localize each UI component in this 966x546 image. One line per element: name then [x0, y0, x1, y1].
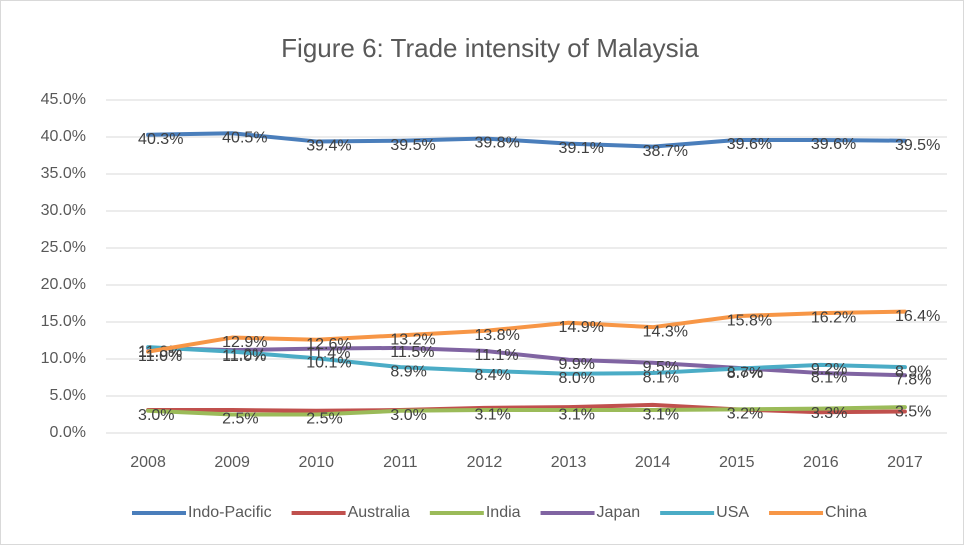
- y-tick-label: 10.0%: [41, 350, 86, 367]
- data-label: 39.5%: [895, 137, 940, 154]
- x-tick-label: 2016: [803, 454, 839, 471]
- data-label: 10.1%: [306, 354, 351, 371]
- x-tick-label: 2013: [551, 454, 587, 471]
- data-label: 9.2%: [811, 361, 847, 378]
- data-label: 3.0%: [138, 407, 174, 424]
- data-label: 8.9%: [390, 363, 426, 380]
- data-label: 9.9%: [559, 356, 595, 373]
- y-tick-label: 30.0%: [41, 202, 86, 219]
- y-tick-label: 5.0%: [50, 387, 86, 404]
- data-label: 11.5%: [390, 344, 434, 361]
- data-label: 16.4%: [895, 308, 940, 325]
- data-label: 12.6%: [306, 336, 351, 353]
- data-label: 39.1%: [559, 140, 604, 157]
- data-label: 12.9%: [222, 334, 267, 351]
- data-label: 39.5%: [390, 137, 435, 154]
- data-label: 8.1%: [811, 369, 847, 386]
- data-label: 16.2%: [811, 309, 856, 326]
- data-label: 38.7%: [643, 143, 688, 160]
- y-tick-label: 45.0%: [41, 91, 86, 108]
- data-label: 8.1%: [643, 369, 679, 386]
- data-label: 3.0%: [390, 407, 426, 424]
- y-tick-label: 0.0%: [50, 424, 86, 441]
- x-tick-label: 2012: [467, 454, 503, 471]
- x-tick-label: 2014: [635, 454, 671, 471]
- y-tick-label: 40.0%: [41, 128, 86, 145]
- series-line: [146, 405, 907, 417]
- series-line: [146, 345, 907, 378]
- data-label: 8.9%: [895, 363, 931, 380]
- series-line: [146, 131, 907, 149]
- legend-label: China: [825, 504, 867, 521]
- x-tick-label: 2011: [383, 454, 418, 471]
- data-label: 2.5%: [222, 411, 258, 428]
- data-label: 11.0%: [222, 348, 266, 365]
- data-label: 39.6%: [727, 136, 772, 153]
- data-label: 3.5%: [895, 403, 931, 420]
- data-label: 11.0%: [138, 348, 182, 365]
- data-label: 3.1%: [643, 406, 679, 423]
- y-tick-label: 35.0%: [41, 165, 86, 182]
- legend-label: Japan: [597, 504, 641, 521]
- series-line: [146, 345, 907, 376]
- data-label: 39.4%: [306, 138, 351, 155]
- data-label: 8.4%: [474, 367, 510, 384]
- data-label: 13.2%: [390, 332, 435, 349]
- data-label: 3.2%: [727, 406, 763, 423]
- y-tick-label: 20.0%: [41, 276, 86, 293]
- data-label: 2.5%: [306, 411, 342, 428]
- y-tick-label: 25.0%: [41, 239, 86, 256]
- data-label: 3.1%: [474, 406, 510, 423]
- x-tick-label: 2009: [214, 454, 250, 471]
- data-label: 3.3%: [811, 405, 847, 422]
- data-label: 8.0%: [559, 370, 595, 387]
- series-line: [146, 309, 907, 354]
- x-tick-label: 2015: [719, 454, 755, 471]
- data-label: 11.1%: [474, 347, 518, 364]
- legend-label: Indo-Pacific: [188, 504, 272, 521]
- data-label: 14.3%: [643, 323, 688, 340]
- data-label: 3.1%: [559, 406, 595, 423]
- data-label: 15.8%: [727, 312, 772, 329]
- x-tick-label: 2008: [130, 454, 166, 471]
- legend-label: USA: [716, 504, 749, 521]
- data-label: 7.8%: [895, 371, 931, 388]
- chart-title: Figure 6: Trade intensity of Malaysia: [281, 33, 699, 63]
- data-label: 8.7%: [727, 365, 763, 382]
- legend-label: India: [486, 504, 521, 521]
- data-label: 14.9%: [559, 319, 604, 336]
- data-label: 39.8%: [474, 135, 519, 152]
- y-tick-label: 15.0%: [41, 313, 86, 330]
- data-label: 40.5%: [222, 130, 267, 147]
- data-label: 40.3%: [138, 131, 183, 148]
- data-label: 13.8%: [474, 327, 519, 344]
- legend-label: Australia: [348, 504, 410, 521]
- data-label: 39.6%: [811, 136, 856, 153]
- x-tick-label: 2017: [887, 454, 923, 471]
- x-tick-label: 2010: [298, 454, 334, 471]
